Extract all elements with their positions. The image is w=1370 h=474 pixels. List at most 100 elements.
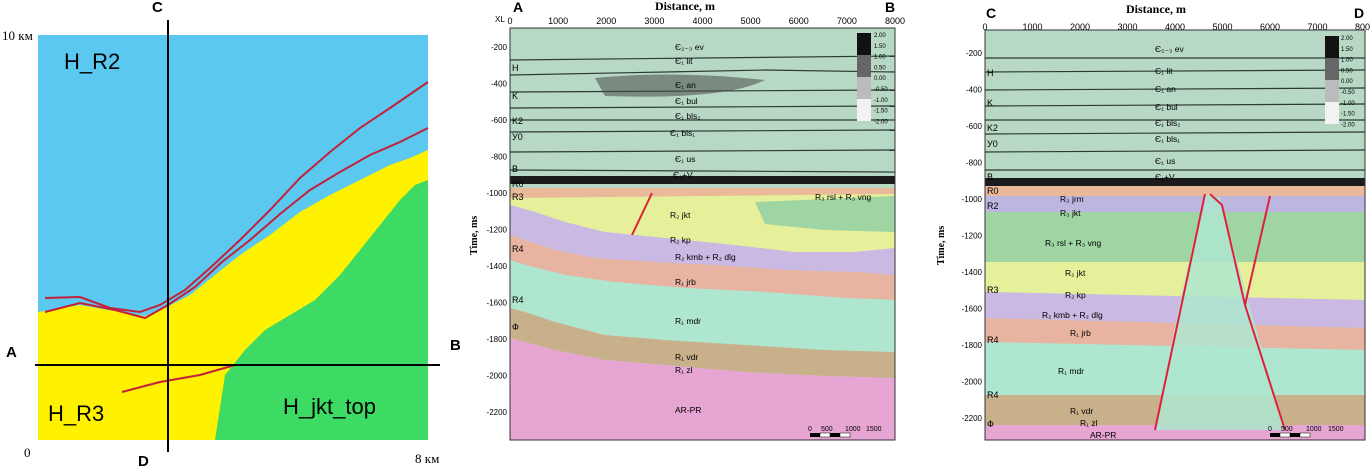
y-tick-label: -400 xyxy=(966,86,983,95)
x-tick-label: 3000 xyxy=(1117,22,1137,32)
x-tick-label: 3000 xyxy=(644,16,664,26)
horizon-mark: R4 xyxy=(987,390,999,400)
x-tick-label: 4000 xyxy=(692,16,712,26)
horizon-mark: K2 xyxy=(987,123,998,133)
section-cd-right-end: D xyxy=(1354,5,1364,21)
unit-label: Є₂₋₃ ev xyxy=(1155,44,1184,54)
map-label-jkt: H_jkt_top xyxy=(283,394,376,419)
map-corner-bottom-left: 0 xyxy=(24,445,31,460)
y-tick-label: -200 xyxy=(491,43,508,52)
structure-map: C D A B 10 км 0 8 км H_R2 H_R3 H_jkt_top xyxy=(2,0,461,470)
unit-label: Є₁+V xyxy=(673,170,693,180)
unit-label: R₁ jrb xyxy=(1070,328,1091,338)
y-tick-label: -1200 xyxy=(487,226,508,235)
horizon-mark: R0 xyxy=(987,186,999,196)
horizon-mark: R3 xyxy=(512,192,524,202)
y-tick-label: -200 xyxy=(966,49,983,58)
seismic-section-ab: 2.00 1.50 1.00 0.50 0.00 -0.50 -1.00 -1.50 -2.00… xyxy=(465,0,905,469)
map-label-r3: H_R3 xyxy=(48,401,104,426)
colorbar-tick-label: -1.00 xyxy=(874,98,888,104)
section-ab-fault xyxy=(631,192,653,236)
horizon-mark: K xyxy=(987,98,993,108)
x-tick-label: 0 xyxy=(507,16,512,26)
svg-text:0: 0 xyxy=(1268,426,1272,433)
horizon-mark: R4 xyxy=(512,244,524,254)
unit-label: Є₁ an xyxy=(1155,84,1176,94)
svg-text:1000: 1000 xyxy=(1306,426,1322,433)
section-ab-reflectors xyxy=(509,55,896,173)
horizon-mark: B xyxy=(987,172,993,182)
map-corner-top: 10 км xyxy=(2,28,33,43)
colorbar-tick-label: -0.50 xyxy=(874,87,888,93)
x-tick-label: 5000 xyxy=(741,16,761,26)
layer-jrb xyxy=(510,235,895,300)
colorbar-tick-label: 1.00 xyxy=(874,55,886,61)
svg-text:500: 500 xyxy=(821,426,833,433)
section-ab-svg: 2.00 1.50 1.00 0.50 0.00 -0.50 -1.00 -1.50 -2.00… xyxy=(469,0,905,441)
map-jkt-trace xyxy=(121,364,236,393)
svg-text:1500: 1500 xyxy=(866,426,882,433)
horizon-mark: R4 xyxy=(512,295,524,305)
seismic-section-cd: 2.00 1.50 1.00 0.50 0.00 -0.50 -1.00 -1.50 -2.00… xyxy=(930,0,1370,469)
y-tick-label: -1600 xyxy=(487,299,508,308)
unit-label: R₃ jkt xyxy=(1060,208,1081,218)
unit-label: Є₂₋₃ ev xyxy=(675,42,704,52)
unit-label: R₂ kp xyxy=(670,235,691,245)
horizon-mark: R0 xyxy=(512,179,524,189)
section-ab-y-title: Time, ms xyxy=(469,216,480,255)
colorbar-tick-label: 2.00 xyxy=(1341,36,1353,42)
x-tick-label: 6000 xyxy=(1260,22,1280,32)
svg-text:0: 0 xyxy=(808,426,812,433)
y-tick-label: -1400 xyxy=(487,262,508,271)
unit-label: R₂ kmb + R₂ dlg xyxy=(675,252,736,262)
unit-label: Є₁+V xyxy=(1155,172,1175,182)
map-upper-trace xyxy=(44,81,429,314)
colorbar-tick-label: -1.50 xyxy=(1341,112,1355,118)
map-point-d: D xyxy=(138,453,149,469)
unit-label: R₃ jrm xyxy=(1060,194,1084,204)
unit-label: AR-PR xyxy=(1090,430,1116,440)
svg-text:1000: 1000 xyxy=(845,426,861,433)
horizon-mark: H xyxy=(512,63,519,73)
y-tick-label: -1400 xyxy=(962,268,983,277)
horizon-mark: K2 xyxy=(512,116,523,126)
x-tick-label: 2000 xyxy=(596,16,616,26)
y-tick-label: -1800 xyxy=(487,335,508,344)
x-tick-label: 1000 xyxy=(1022,22,1042,32)
horizon-mark: Ф xyxy=(512,322,519,332)
unit-label: Є₁ bls₂ xyxy=(675,111,701,121)
horizon-mark: K xyxy=(512,91,518,101)
section-cd-x-title: Distance, m xyxy=(1126,2,1186,16)
colorbar-tick-label: -0.50 xyxy=(1341,90,1355,96)
layer-rsl xyxy=(985,212,1365,262)
colorbar-tick-label: -1.00 xyxy=(1341,101,1355,107)
unit-label: R₃ rsl + R₃ vng xyxy=(1045,238,1102,248)
unit-label: R₁ zl xyxy=(1080,418,1098,428)
colorbar-tick-label: -1.50 xyxy=(874,109,888,115)
section-ab-xl: XL xyxy=(495,15,505,24)
unit-label: Є₁ us xyxy=(1155,156,1175,166)
colorbar-tick-label: 0.00 xyxy=(1341,79,1353,85)
svg-text:1500: 1500 xyxy=(1328,426,1344,433)
layer-ar-pr xyxy=(510,338,895,440)
y-tick-label: -2200 xyxy=(962,414,983,423)
horizon-mark: У0 xyxy=(512,132,523,142)
x-tick-label: 8000 xyxy=(1355,22,1370,32)
x-tick-label: 7000 xyxy=(837,16,857,26)
horizon-mark: R3 xyxy=(987,285,999,295)
unit-label: Є₁ us xyxy=(675,154,695,164)
map-point-c: C xyxy=(152,0,163,16)
map-point-b: B xyxy=(450,337,460,354)
svg-text:500: 500 xyxy=(1281,426,1293,433)
unit-label: R₂ jkt xyxy=(670,210,691,220)
section-ab-scale-bar: 0 500 1000 1500 xyxy=(808,426,882,438)
y-tick-label: -800 xyxy=(966,159,983,168)
unit-label: R₁ mdr xyxy=(1058,366,1084,376)
unit-label: R₂ kp xyxy=(1065,290,1086,300)
horizon-mark: B xyxy=(512,164,518,174)
layer-r2-jkt xyxy=(985,262,1365,300)
x-tick-label: 8000 xyxy=(885,16,905,26)
y-tick-label: -1000 xyxy=(962,195,983,204)
x-tick-label: 7000 xyxy=(1307,22,1327,32)
y-tick-label: -800 xyxy=(491,153,508,162)
